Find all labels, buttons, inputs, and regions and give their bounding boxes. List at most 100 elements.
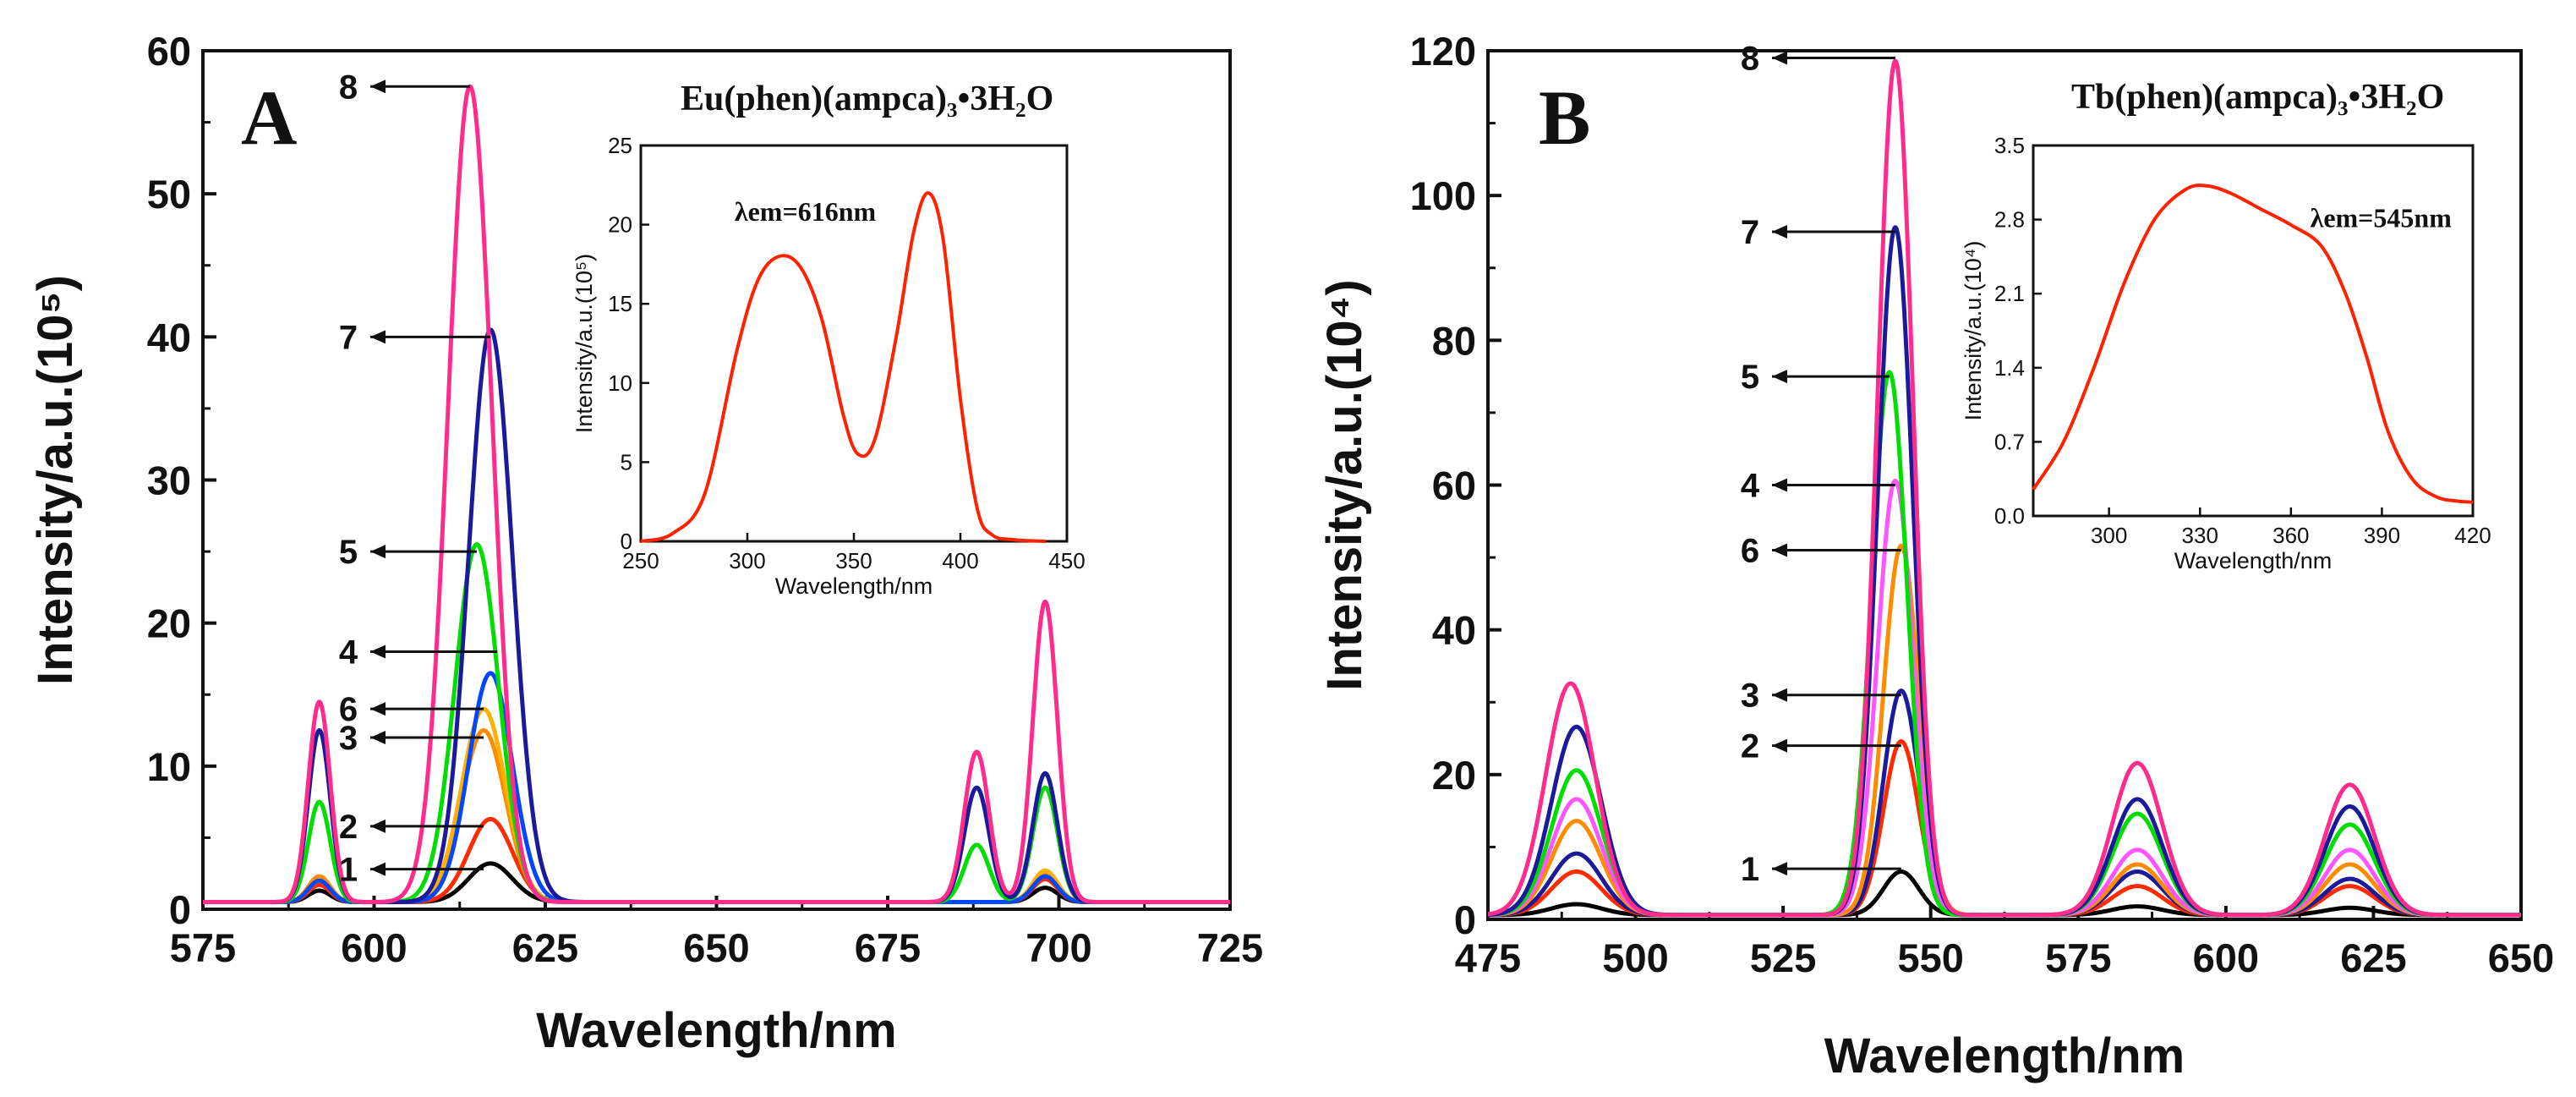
inset-annotation: λem=545nm	[2311, 202, 2453, 233]
panel-letter: B	[1539, 74, 1590, 161]
arrow-head	[370, 819, 386, 833]
series-group	[203, 84, 1230, 904]
arrow-head	[1772, 224, 1787, 239]
inset-chart: 250 300 350 400 450 0 5 10 15 20 25 Wavelength/nm In…	[572, 133, 1086, 599]
peak-label-7: 7	[339, 319, 358, 356]
peak-label-2: 2	[1741, 728, 1759, 765]
inset-y-title: Intensity/a.u.(10⁵)	[572, 254, 597, 433]
arrow-head	[370, 731, 386, 744]
series-line-8	[1488, 58, 2521, 918]
x-tick-label: 525	[1750, 935, 1816, 980]
inset-x-tick-label: 300	[729, 548, 765, 573]
peak-label-3: 3	[1741, 677, 1759, 715]
inset-x-tick-label: 330	[2182, 523, 2218, 548]
y-tick-label: 0	[169, 887, 191, 932]
x-tick-label: 575	[2045, 935, 2111, 980]
panel-letter: A	[241, 74, 297, 161]
y-tick-label: 40	[147, 315, 191, 359]
peak-label-8: 8	[339, 69, 358, 106]
x-tick-label: 475	[1455, 935, 1521, 980]
inset-x-tick-label: 450	[1048, 548, 1085, 573]
x-tick-label: 550	[1898, 935, 1964, 980]
x-tick-label: 700	[1025, 925, 1091, 970]
arrow-head	[370, 80, 386, 94]
inset-annotation: λem=616nm	[735, 196, 877, 227]
inset-frame	[2032, 144, 2475, 518]
x-tick-label: 500	[1602, 935, 1668, 980]
inset-y-tick-label: 0.0	[1994, 503, 2025, 529]
x-tick-label: 600	[2193, 935, 2259, 980]
panel-a: 575 600 625 650 675 700 7250102030405060Wavele…	[28, 29, 1263, 1058]
panel-b: 475 500 525 550 575 600 625 650020406080100120W…	[1317, 29, 2554, 1083]
arrow-head	[1772, 738, 1787, 753]
inset-x-title: Wavelength/nm	[2174, 548, 2333, 573]
x-tick-label: 675	[855, 925, 921, 970]
arrow-head	[1772, 688, 1787, 702]
peak-label-5: 5	[1741, 359, 1759, 396]
y-tick-label: 0	[1454, 897, 1476, 942]
series-line-3	[1488, 688, 2521, 918]
inset-y-tick-label: 25	[608, 133, 632, 158]
inset-y-tick-label: 5	[621, 449, 632, 474]
x-axis: 575 600 625 650 675 700 725	[170, 896, 1263, 970]
peak-label-6: 6	[1741, 533, 1759, 570]
arrow-head	[370, 545, 386, 559]
arrow-head	[1772, 478, 1787, 492]
y-tick-label: 120	[1410, 29, 1476, 74]
peak-label-1: 1	[1741, 851, 1759, 888]
inset-y-tick-label: 15	[608, 291, 632, 316]
inset-chart: 300 330 360 390 420 0.0 0.7 1.4 2.1 2.8 3.5 Wavelen…	[1961, 133, 2491, 573]
y-axis: 0 20 40 60 80 100 120	[1410, 29, 1501, 942]
peak-label-8: 8	[1741, 41, 1759, 78]
inset-x-tick-label: 360	[2272, 523, 2309, 548]
inset-y-tick-label: 0	[621, 529, 632, 554]
inset-y-tick-label: 20	[608, 212, 632, 238]
peak-label-1: 1	[339, 852, 358, 889]
x-axis-title: Wavelength/nm	[1824, 1028, 2185, 1083]
arrow-head	[370, 862, 386, 876]
inset-x-tick-label: 250	[622, 548, 659, 573]
x-tick-label: 725	[1197, 925, 1263, 970]
y-tick-label: 30	[147, 458, 191, 503]
y-axis: 0 10 20 30 40 50 60	[147, 29, 216, 932]
y-tick-label: 100	[1410, 173, 1476, 218]
y-tick-label: 20	[1432, 753, 1476, 798]
y-tick-label: 20	[147, 601, 191, 646]
inset-line	[640, 191, 1046, 543]
x-axis-title: Wavelength/nm	[536, 1003, 896, 1058]
y-tick-label: 60	[1432, 463, 1476, 508]
arrow-head	[1772, 543, 1787, 557]
compound-name: Eu(phen)(ampca)₃•3H₂O	[681, 80, 1053, 118]
inset-y-tick-label: 0.7	[1994, 429, 2025, 454]
x-tick-label: 650	[683, 925, 749, 970]
y-tick-label: 10	[147, 744, 191, 789]
inset-y-title: Intensity/a.u.(10⁴)	[1961, 241, 1986, 421]
y-axis-title: Intensity/a.u.(10⁴)	[1317, 279, 1372, 690]
arrow-head	[1772, 370, 1787, 384]
inset-frame	[639, 144, 1069, 543]
arrow-head	[1772, 51, 1787, 65]
compound-name: Tb(phen)(ampca)₃•3H₂O	[2071, 78, 2444, 117]
inset-x-tick-label: 390	[2364, 523, 2400, 548]
inset-line	[2032, 184, 2474, 504]
peak-label-5: 5	[339, 534, 358, 571]
inset-x-tick-label: 350	[835, 548, 872, 573]
peak-label-4: 4	[339, 634, 358, 672]
peak-label-7: 7	[1741, 214, 1759, 251]
x-axis: 475 500 525 550 575 600 625 650	[1455, 906, 2554, 980]
x-tick-label: 625	[512, 925, 578, 970]
series-group	[1488, 58, 2521, 918]
inset-y-tick-label: 2.8	[1994, 207, 2025, 233]
arrow-head	[370, 702, 386, 716]
x-tick-label: 575	[170, 925, 236, 970]
inset-x-tick-label: 420	[2454, 523, 2491, 548]
y-axis-title: Intensity/a.u.(10⁵)	[28, 275, 83, 685]
arrow-head	[370, 330, 386, 344]
peak-label-3: 3	[339, 720, 358, 757]
y-tick-label: 50	[147, 172, 191, 217]
x-tick-label: 650	[2488, 935, 2554, 980]
x-tick-label: 625	[2340, 935, 2406, 980]
inset-x-tick-label: 300	[2091, 523, 2127, 548]
